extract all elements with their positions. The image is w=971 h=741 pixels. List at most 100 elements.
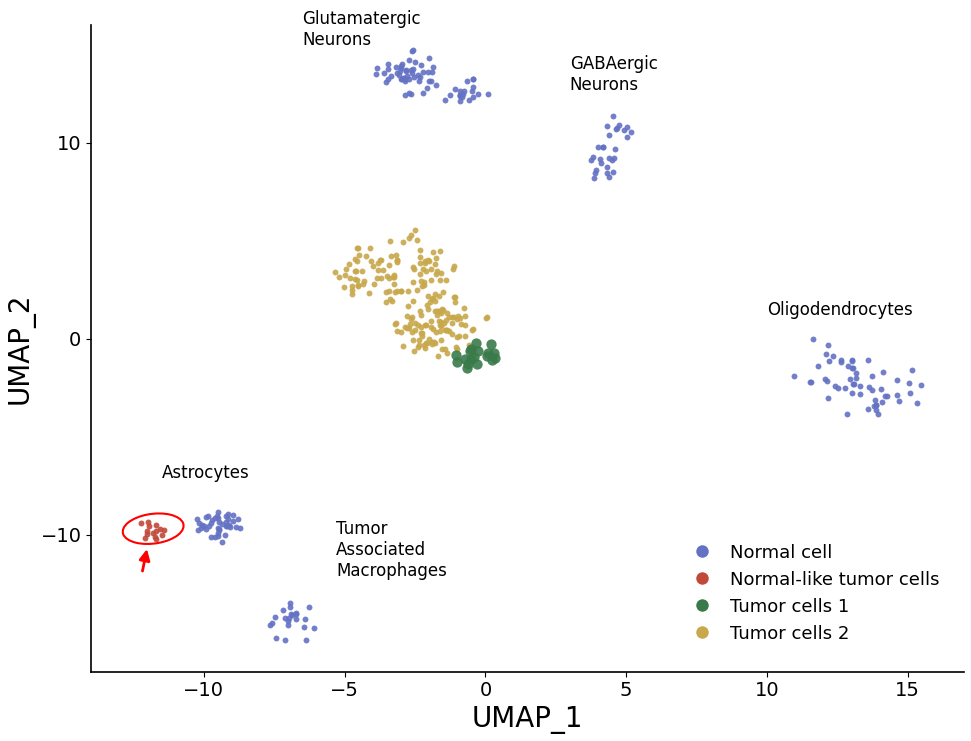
- Point: [413, 309, 428, 321]
- Point: [368, 68, 384, 80]
- Point: [389, 285, 405, 297]
- Point: [152, 523, 168, 535]
- Point: [434, 319, 450, 331]
- X-axis label: UMAP_1: UMAP_1: [472, 706, 584, 734]
- Point: [356, 276, 372, 288]
- Point: [382, 272, 397, 284]
- Point: [819, 348, 834, 360]
- Point: [864, 370, 880, 382]
- Point: [225, 509, 241, 521]
- Point: [464, 85, 480, 97]
- Point: [397, 73, 413, 85]
- Point: [405, 64, 420, 76]
- Point: [365, 260, 381, 272]
- Point: [405, 295, 420, 307]
- Point: [419, 82, 435, 94]
- Point: [405, 276, 420, 288]
- Point: [588, 165, 604, 176]
- Point: [433, 334, 449, 346]
- Point: [453, 319, 469, 330]
- Point: [385, 270, 401, 282]
- Point: [605, 166, 620, 178]
- Point: [382, 259, 397, 271]
- Text: GABAergic
Neurons: GABAergic Neurons: [570, 55, 657, 93]
- Point: [267, 611, 283, 623]
- Point: [484, 354, 499, 366]
- Point: [412, 71, 427, 83]
- Point: [409, 284, 424, 296]
- Point: [214, 536, 229, 548]
- Point: [219, 520, 235, 532]
- Point: [463, 343, 479, 355]
- Point: [849, 367, 864, 379]
- Point: [370, 264, 385, 276]
- Point: [414, 322, 429, 333]
- Point: [428, 253, 444, 265]
- Point: [421, 333, 437, 345]
- Point: [435, 304, 451, 316]
- Point: [586, 172, 602, 184]
- Point: [148, 531, 163, 543]
- Point: [382, 285, 397, 297]
- Point: [587, 167, 603, 179]
- Point: [401, 285, 417, 297]
- Point: [220, 508, 236, 520]
- Point: [387, 318, 403, 330]
- Point: [427, 305, 443, 316]
- Point: [436, 316, 452, 328]
- Point: [430, 305, 446, 317]
- Point: [433, 308, 449, 319]
- Point: [211, 516, 226, 528]
- Point: [465, 73, 481, 85]
- Point: [141, 516, 156, 528]
- Point: [377, 67, 392, 79]
- Point: [419, 299, 435, 310]
- Point: [397, 321, 413, 333]
- Point: [418, 342, 433, 354]
- Point: [439, 307, 454, 319]
- Point: [909, 396, 924, 408]
- Point: [198, 511, 214, 522]
- Point: [423, 321, 439, 333]
- Point: [448, 349, 463, 361]
- Point: [868, 404, 884, 416]
- Point: [194, 519, 210, 531]
- Point: [228, 521, 244, 533]
- Point: [457, 319, 473, 330]
- Point: [211, 522, 226, 534]
- Point: [348, 265, 363, 276]
- Point: [593, 158, 609, 170]
- Point: [420, 255, 436, 267]
- Point: [608, 123, 623, 135]
- Point: [440, 324, 455, 336]
- Point: [415, 330, 430, 342]
- Point: [350, 242, 365, 254]
- Point: [873, 384, 888, 396]
- Point: [853, 380, 868, 392]
- Point: [449, 331, 464, 343]
- Point: [142, 520, 157, 532]
- Point: [358, 250, 374, 262]
- Point: [889, 389, 905, 401]
- Point: [203, 531, 218, 543]
- Point: [592, 153, 608, 165]
- Point: [458, 362, 474, 373]
- Point: [421, 52, 437, 64]
- Point: [407, 324, 422, 336]
- Point: [373, 254, 388, 266]
- Point: [388, 249, 404, 261]
- Point: [849, 373, 864, 385]
- Point: [230, 513, 246, 525]
- Point: [268, 633, 284, 645]
- Point: [406, 345, 421, 357]
- Point: [456, 302, 472, 314]
- Point: [393, 60, 409, 72]
- Point: [400, 300, 416, 312]
- Point: [601, 129, 617, 141]
- Point: [354, 265, 370, 276]
- Point: [455, 88, 471, 100]
- Point: [446, 261, 461, 273]
- Point: [388, 61, 404, 73]
- Point: [461, 94, 477, 106]
- Point: [395, 340, 411, 352]
